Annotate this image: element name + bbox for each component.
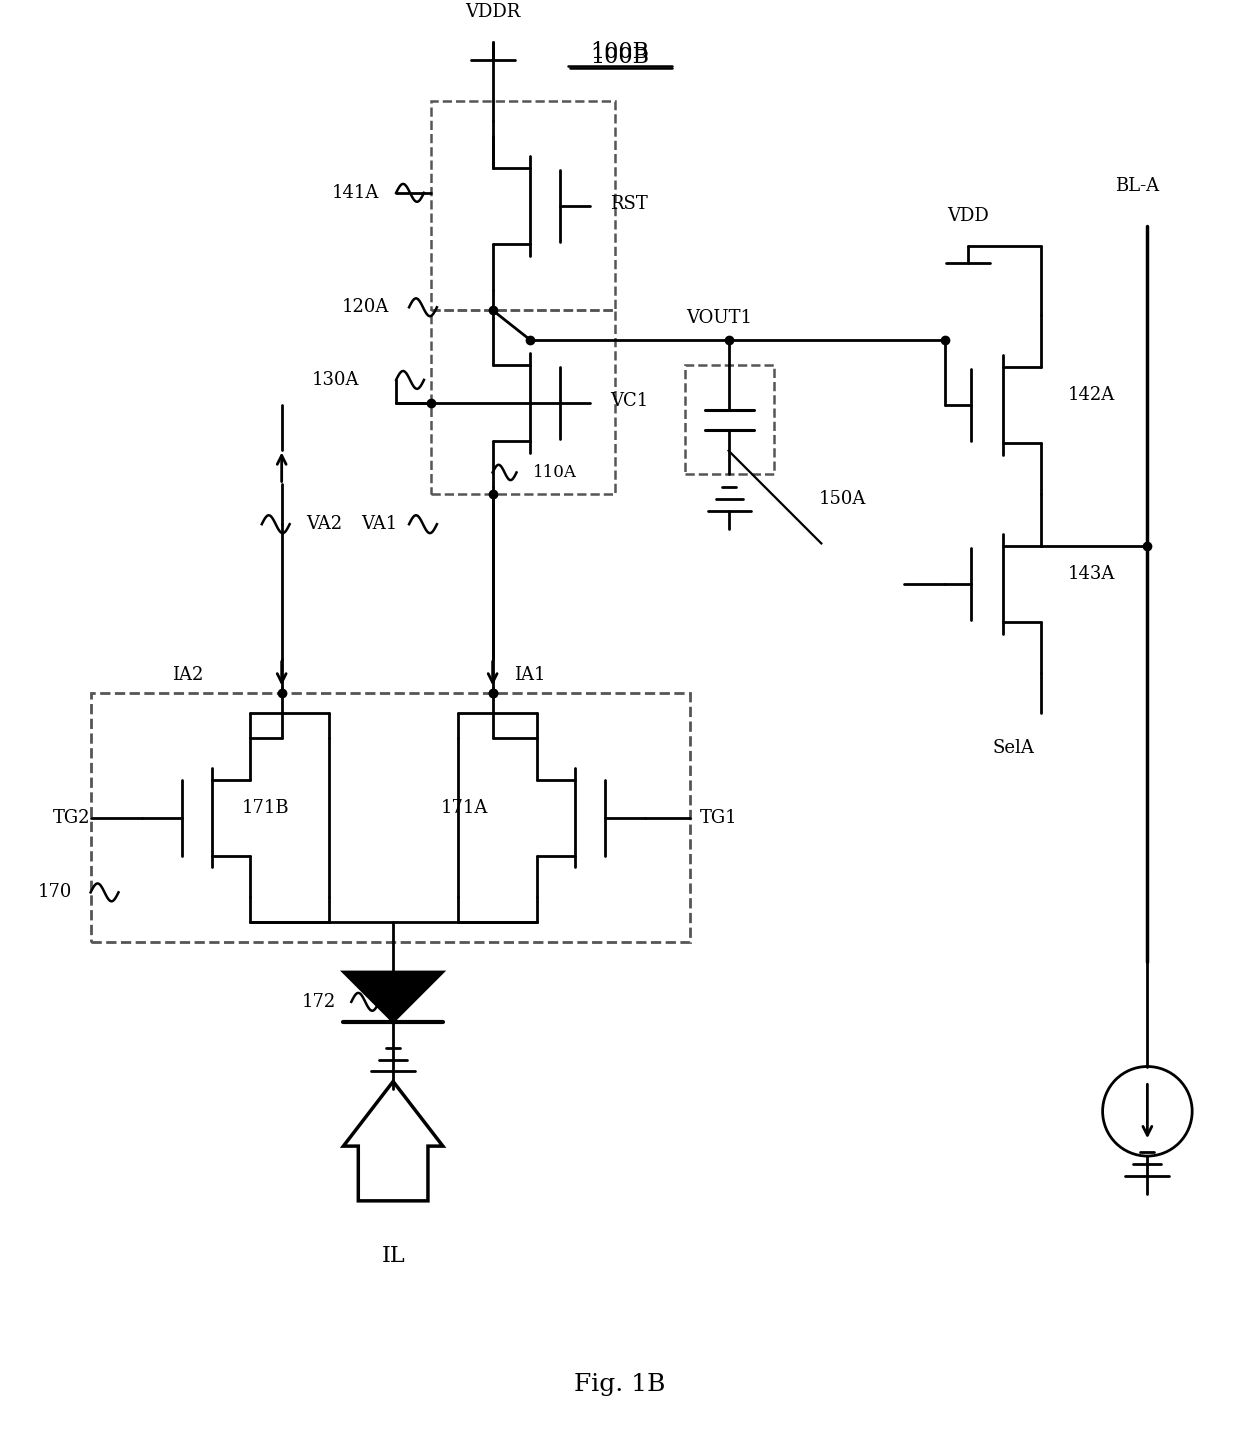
Text: VDD: VDD [947,206,990,225]
Text: RST: RST [610,194,647,213]
FancyArrow shape [343,1081,443,1201]
Text: VDDR: VDDR [465,3,521,20]
Text: 141A: 141A [331,184,378,202]
Text: 110A: 110A [533,464,578,480]
Text: IL: IL [382,1245,405,1267]
Text: 170: 170 [38,884,72,901]
Polygon shape [343,972,443,1022]
Text: SelA: SelA [992,739,1034,757]
Text: Fig. 1B: Fig. 1B [574,1374,666,1396]
Text: VA1: VA1 [361,515,398,533]
Text: 171A: 171A [441,800,489,817]
Text: 150A: 150A [818,490,867,508]
Text: BL-A: BL-A [1115,177,1159,194]
Text: VC1: VC1 [610,392,649,409]
Text: IA1: IA1 [515,666,546,685]
Text: 172: 172 [301,992,336,1011]
Text: 120A: 120A [341,299,389,316]
Text: TG1: TG1 [699,808,738,827]
Text: 142A: 142A [1068,386,1115,403]
Text: 143A: 143A [1068,564,1115,583]
Text: 130A: 130A [311,371,360,389]
Text: 100B: 100B [590,45,650,68]
Text: 100B: 100B [590,41,650,62]
Text: VA2: VA2 [306,515,342,533]
Text: IA2: IA2 [172,666,203,685]
Text: TG2: TG2 [53,808,91,827]
Text: 171B: 171B [242,800,289,817]
Text: VOUT1: VOUT1 [687,309,753,328]
